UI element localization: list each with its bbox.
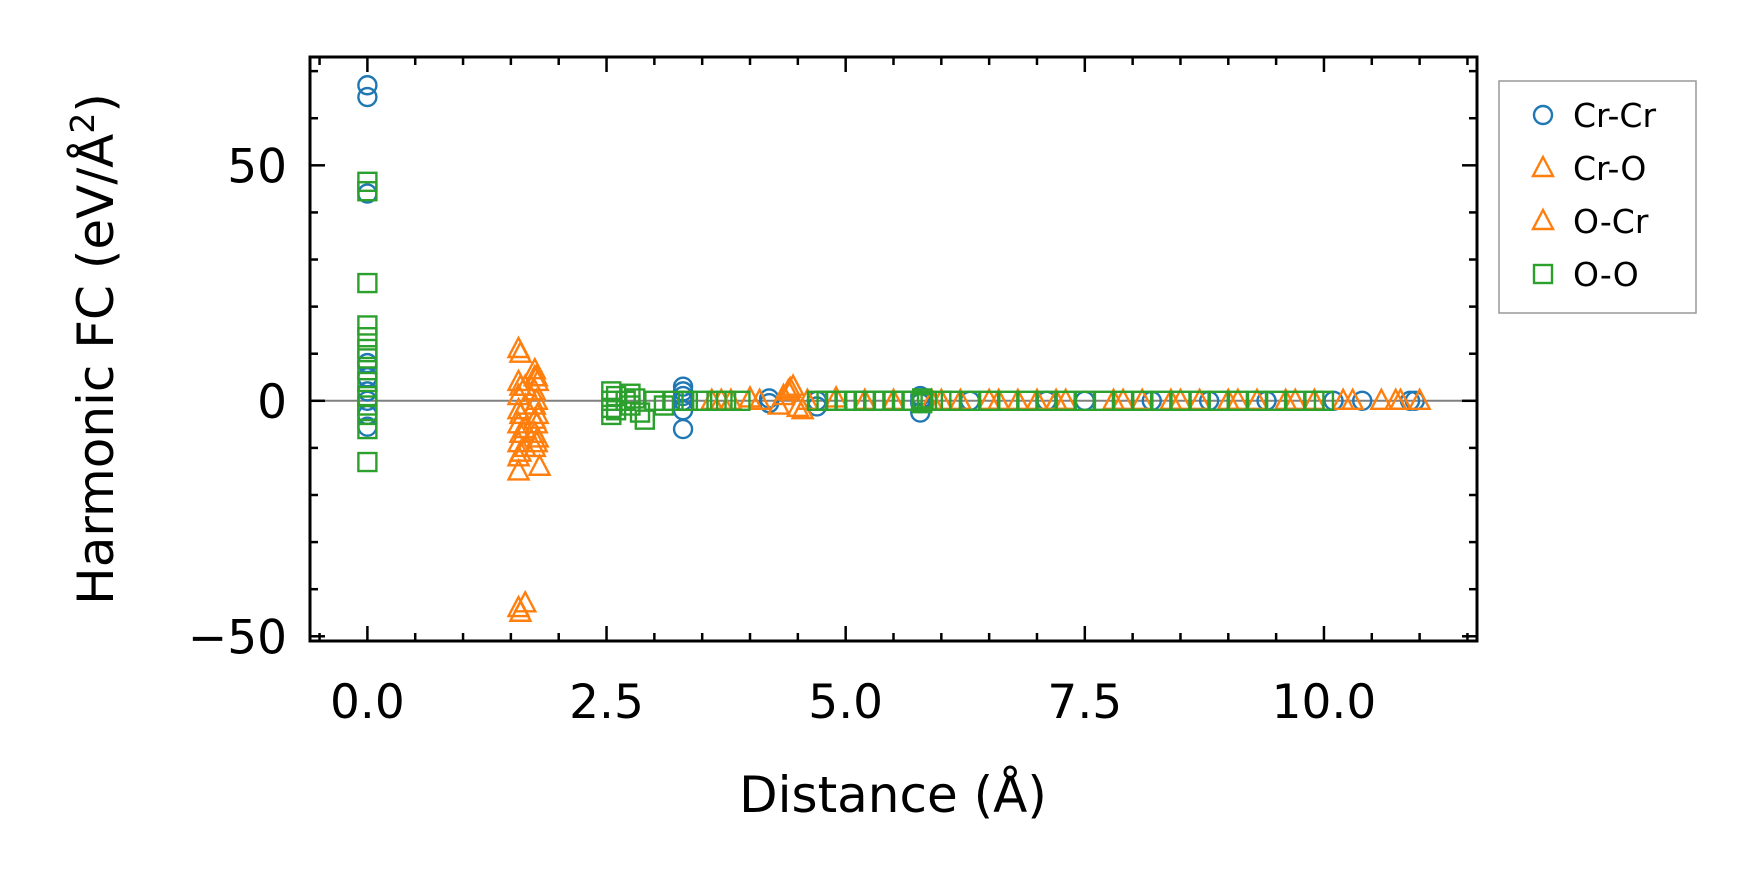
data-point [524, 429, 549, 453]
plot-marks [310, 75, 1477, 622]
data-point [524, 363, 549, 387]
x-axis-title: Distance (Å) [739, 766, 1047, 824]
x-tick-label: 10.0 [1272, 675, 1377, 730]
data-point [1340, 387, 1365, 411]
data-point [785, 394, 810, 418]
data-point [357, 371, 378, 393]
data-point [1369, 387, 1394, 411]
y-tick-label: −50 [188, 610, 287, 665]
legend-marker [1532, 263, 1554, 285]
data-point [730, 390, 751, 412]
data-point [715, 390, 737, 412]
data-point [525, 401, 550, 425]
legend: Cr-Cr Cr-O O-Cr O-O [1498, 80, 1697, 314]
y-axis-title-superscript: 2 [63, 113, 102, 134]
data-point [778, 375, 803, 399]
legend-markers [1531, 104, 1555, 285]
legend-marker [1531, 154, 1555, 178]
data-point [357, 327, 378, 348]
x-tick-label: 7.5 [1047, 675, 1122, 730]
data-point [357, 272, 378, 294]
data-point [357, 359, 378, 381]
data-point [525, 424, 550, 448]
data-point [677, 390, 699, 412]
series-o-o [357, 171, 1335, 473]
legend-label: Cr-Cr [1573, 96, 1656, 135]
legend-label: O-O [1573, 255, 1639, 294]
data-point [629, 402, 651, 423]
axis-ticks [310, 57, 1477, 641]
data-point [357, 451, 378, 473]
data-point [1383, 387, 1408, 411]
data-point [691, 390, 713, 412]
data-point [508, 599, 533, 622]
legend-box [1498, 80, 1697, 314]
data-point [357, 418, 378, 440]
y-tick-label: 0 [257, 375, 287, 430]
data-point [357, 404, 378, 426]
data-point [672, 418, 694, 440]
x-tick-label: 2.5 [569, 675, 644, 730]
data-point [1313, 390, 1335, 412]
data-point [747, 387, 772, 411]
x-tick-labels: 0.0 2.5 5.0 7.5 10.0 [330, 675, 1376, 730]
data-point [524, 387, 549, 411]
x-tick-label: 0.0 [330, 675, 405, 730]
y-tick-label: 50 [227, 139, 287, 194]
legend-label: O-Cr [1573, 202, 1649, 241]
data-point [663, 390, 684, 412]
data-point [357, 348, 378, 369]
data-point [781, 373, 806, 396]
legend-marker [1531, 207, 1555, 231]
y-axis-title: Harmonic FC (eV/Å2) [63, 93, 126, 605]
data-point [527, 453, 552, 476]
y-tick-labels: −50 0 50 [188, 139, 287, 665]
data-point [357, 86, 378, 108]
data-point [1407, 387, 1432, 411]
data-point [357, 315, 378, 336]
legend-label: Cr-O [1573, 149, 1646, 188]
y-axis-title-close: ) [67, 93, 125, 113]
data-point [916, 390, 938, 412]
data-point [508, 340, 533, 363]
data-point [357, 181, 378, 202]
data-point [357, 75, 378, 96]
data-point [771, 382, 796, 406]
y-axis-title-main: Harmonic FC (eV/Å [67, 134, 125, 605]
legend-marker [1532, 104, 1554, 126]
x-tick-label: 5.0 [808, 675, 883, 730]
data-point [506, 457, 531, 481]
